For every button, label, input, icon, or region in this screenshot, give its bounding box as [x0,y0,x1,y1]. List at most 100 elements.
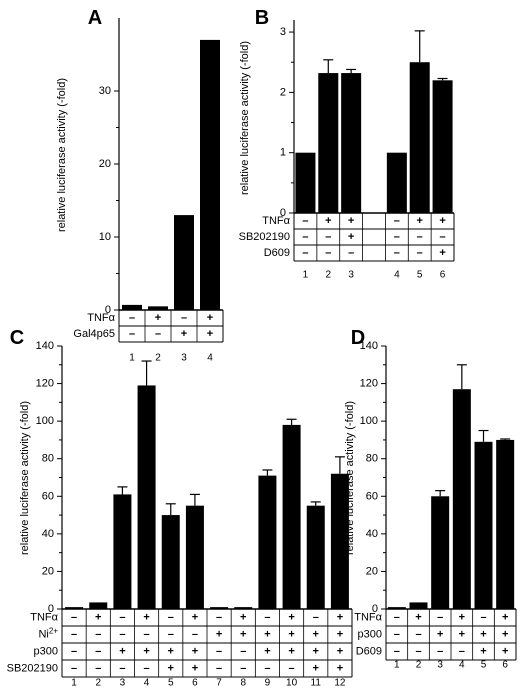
panel-c-treatment-sign: + [337,612,343,624]
panel-d-lane-number: 5 [481,660,487,671]
panel-c-treatment-sign: – [264,663,270,675]
panel-c-bar-12 [330,473,349,609]
panel-c-treatment-sign: + [240,612,246,624]
panel-c-treatment-sign: – [289,663,295,675]
panel-a-y-tick-label: 0 [105,304,111,316]
panel-d-treatment-sign: – [394,629,400,641]
panel-b-treatment-sign: – [394,231,400,243]
panel-b-treatment-sign: – [440,231,446,243]
panel-d-treatment-sign: – [459,646,465,658]
panel-d-y-tick-label: 120 [360,378,378,390]
panel-d-treatment-sign: – [415,646,421,658]
panel-a-lane-number: 1 [129,353,135,364]
panel-d-y-tick-label: 0 [372,603,378,615]
panel-a-y-label: relative luciferase activity (-fold) [56,78,68,232]
panel-d-treatment-label: TNFα [354,612,382,624]
panel-d-y-tick-label: 80 [366,453,378,465]
panel-c-treatment-sign: + [288,612,294,624]
panel-b-bar-3 [341,73,362,213]
panel-c-treatment-sign: + [264,629,270,641]
panel-b-bar-1 [295,152,316,213]
panel-c-lane-number: 3 [120,678,126,689]
panel-c-lane-number: 11 [311,678,322,689]
panel-c-treatment-sign: – [119,612,125,624]
panel-c-treatment-sign: – [216,646,222,658]
panel-c-bar-6 [185,505,204,609]
panel-c-treatment-sign: – [71,629,77,641]
panel-c-treatment-sign: + [192,612,198,624]
panel-d-treatment-label: D609 [356,646,382,658]
panel-d-y-tick-label: 40 [366,528,378,540]
panel-b-treatment-sign: + [416,215,422,227]
panel-c-treatment-sign: – [119,629,125,641]
panel-c-treatment-sign: – [119,663,125,675]
panel-d-treatment-sign: + [459,629,465,641]
panel-b-treatment-sign: – [417,247,423,259]
panel-c-treatment-sign: – [144,629,150,641]
panel-a-treatment-sign: + [207,328,213,340]
panel-c-treatment-sign: – [71,646,77,658]
panel-d-treatment-sign: + [502,629,508,641]
panel-c-treatment-sign: – [192,629,198,641]
panel-c-bar-8 [234,607,253,609]
panel-c-y-tick-label: 0 [48,603,54,615]
panel-d-treatment-sign: + [415,612,421,624]
panel-b-treatment-label: TNFα [262,215,290,227]
panel-c-y-tick-label: 60 [42,490,54,502]
panel-c-lane-number: 8 [240,678,246,689]
panel-c-treatment-sign: – [95,646,101,658]
panel-b-lane-number: 1 [303,270,309,281]
panel-a-bar-1 [122,304,142,310]
panel-c-lane-number: 10 [286,678,298,689]
panel-d-y-tick-label: 60 [366,490,378,502]
panel-d-bar-1 [387,607,406,609]
panel-b-treatment-sign: – [394,247,400,259]
panel-b-treatment-sign: – [302,215,308,227]
panel-b-treatment-sign: – [302,247,308,259]
panel-b-lane-number: 2 [326,270,332,281]
panel-c-treatment-sign: – [71,612,77,624]
panel-a-y-tick-label: 20 [99,158,111,170]
panel-c-lane-number: 2 [95,678,101,689]
panel-c-treatment-sign: + [192,646,198,658]
panel-c-bar-7 [210,607,229,609]
panel-b-y-tick-label: 0 [280,207,286,219]
panel-b-bar-6 [432,80,453,213]
panel-a-letter: A [88,7,102,29]
panel-c-treatment-sign: + [313,629,319,641]
panel-d-y-label: relative luciferase activity (-fold) [344,401,356,555]
panel-c-y-tick-label: 120 [36,378,54,390]
panel-c-lane-number: 12 [334,678,346,689]
panel-c-treatment-sign: + [313,646,319,658]
panel-b-lane-number: 6 [440,270,446,281]
panel-a-treatment-sign: + [181,328,187,340]
panel-c-treatment-sign: + [192,663,198,675]
panel-c-y-tick-label: 40 [42,528,54,540]
panel-d-treatment-sign: + [502,612,508,624]
panel-c-treatment-sign: – [216,612,222,624]
panel-c-treatment-sign: – [95,629,101,641]
panel-c-lane-number: 9 [265,678,271,689]
panel-d-treatment-sign: + [502,646,508,658]
panel-c-treatment-sign: + [168,646,174,658]
panel-d-treatment-sign: + [459,612,465,624]
panel-c-treatment-sign: + [119,646,125,658]
panel-b-treatment-sign: – [325,231,331,243]
panel-c-bar-11 [306,505,325,609]
panel-b-lane-number: 4 [394,270,400,281]
panel-c-bar-3 [113,494,132,609]
panel-b-y-tick-label: 2 [280,86,286,98]
panel-d-treatment-sign: + [437,629,443,641]
panel-d-letter: D [351,327,365,349]
panel-c-treatment-label: SB202190 [7,663,58,675]
panel-d-treatment-sign: + [480,629,486,641]
panel-b-treatment-sign: – [394,215,400,227]
panel-c-treatment-sign: – [216,663,222,675]
panel-a-bar-4 [200,39,220,311]
panel-c-treatment-sign: + [288,629,294,641]
panel-a-lane-number: 3 [181,353,187,364]
panel-b-treatment-sign: + [439,215,445,227]
panel-b-bar-2 [318,73,339,213]
panel-c-treatment-sign: + [313,663,319,675]
panel-d-treatment-sign: – [415,629,421,641]
